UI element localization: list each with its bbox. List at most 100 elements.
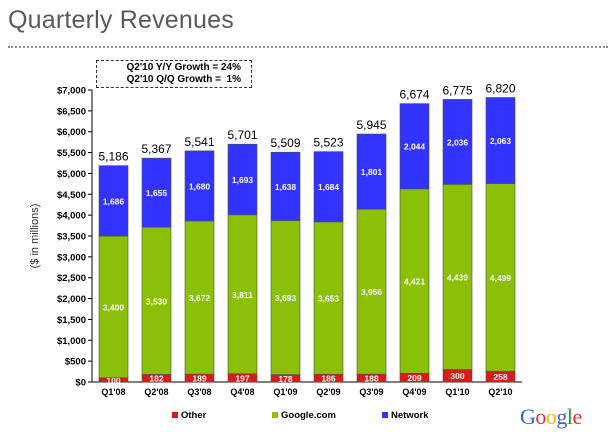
bar-segment-label: 1,684 bbox=[318, 182, 340, 192]
bar-segment-label: 4,421 bbox=[404, 277, 426, 287]
bar-total-label: 5,186 bbox=[98, 150, 128, 164]
bar-segment-network bbox=[356, 133, 387, 210]
bar-segment-label: 1,655 bbox=[146, 188, 168, 198]
bar-segment-label: 178 bbox=[278, 374, 292, 384]
bar-segment-label: 3,672 bbox=[189, 293, 211, 303]
bar-total-label: 5,367 bbox=[141, 142, 171, 156]
y-tick-label: $5,500 bbox=[57, 148, 86, 159]
bar-segment-label: 2,063 bbox=[490, 136, 512, 146]
bar-segment-google-com bbox=[98, 235, 129, 379]
legend-label: Network bbox=[391, 410, 429, 421]
y-tick-label: $1,000 bbox=[57, 336, 86, 347]
bar-segment-google-com bbox=[270, 220, 301, 375]
growth-qoq-text: Q2'10 Q/Q Growth = 1% bbox=[126, 74, 241, 85]
legend-swatch bbox=[172, 412, 178, 418]
title-divider bbox=[8, 46, 608, 48]
bar-segment-network bbox=[313, 151, 344, 223]
logo-letter: G bbox=[520, 404, 536, 429]
bar-segment-label: 3,956 bbox=[361, 287, 383, 297]
x-tick-label: Q2'08 bbox=[144, 387, 168, 397]
logo-letter: e bbox=[572, 404, 583, 429]
bar-segment-network bbox=[98, 165, 129, 237]
bar-segment-google-com bbox=[184, 220, 215, 375]
bar-total-label: 5,509 bbox=[270, 136, 300, 150]
bar-segment-google-com bbox=[313, 221, 344, 375]
y-axis-title: ($ in millions) bbox=[29, 204, 41, 269]
bar-segment-network bbox=[227, 143, 258, 216]
x-tick-label: Q1'08 bbox=[101, 387, 125, 397]
bar-segment-google-com bbox=[356, 208, 387, 375]
bar-total-label: 5,945 bbox=[356, 118, 386, 132]
y-tick-label: $500 bbox=[65, 357, 86, 368]
bar-segment-label: 209 bbox=[407, 373, 421, 383]
bar-segment-google-com bbox=[141, 226, 172, 375]
bar-segment-label: 4,439 bbox=[447, 272, 469, 282]
bar-segment-network bbox=[270, 151, 301, 221]
bar-segment-label: 188 bbox=[364, 374, 378, 384]
y-tick-label: $2,500 bbox=[57, 273, 86, 284]
bar-segment-label: 182 bbox=[149, 374, 163, 384]
x-tick-label: Q3'08 bbox=[187, 387, 211, 397]
legend-label: Other bbox=[181, 410, 207, 421]
bar-segment-network bbox=[184, 150, 215, 222]
bar-total-label: 6,820 bbox=[485, 82, 515, 96]
y-tick-label: $2,000 bbox=[57, 294, 86, 305]
y-tick-label: $0 bbox=[75, 378, 86, 389]
bar-segment-label: 3,693 bbox=[275, 293, 297, 303]
legend-swatch bbox=[382, 412, 388, 418]
x-tick-label: Q4'09 bbox=[402, 387, 426, 397]
bar-segment-label: 3,653 bbox=[318, 294, 340, 304]
growth-callout-box: Q2'10 Y/Y Growth = 24% Q2'10 Q/Q Growth … bbox=[96, 60, 252, 88]
bar-segment-label: 258 bbox=[493, 372, 507, 382]
legend-swatch bbox=[272, 412, 278, 418]
bar-segment-label: 3,400 bbox=[103, 302, 125, 312]
bar-segment-label: 1,686 bbox=[103, 196, 125, 206]
bar-segment-label: 100 bbox=[106, 375, 120, 385]
y-tick-label: $6,500 bbox=[57, 106, 86, 117]
legend-label: Google.com bbox=[281, 410, 336, 421]
y-tick-label: $7,000 bbox=[57, 86, 86, 97]
google-logo: Google bbox=[520, 404, 582, 430]
bar-segment-google-com bbox=[442, 184, 473, 370]
x-tick-label: Q4'08 bbox=[230, 387, 254, 397]
bar-segment-label: 186 bbox=[321, 374, 335, 384]
y-tick-label: $6,000 bbox=[57, 127, 86, 138]
x-tick-label: Q2'10 bbox=[488, 387, 512, 397]
x-tick-label: Q3'09 bbox=[359, 387, 383, 397]
slide-title: Quarterly Revenues bbox=[8, 6, 234, 34]
bar-total-label: 6,674 bbox=[399, 88, 429, 102]
bar-total-label: 5,541 bbox=[184, 135, 214, 149]
y-tick-label: $1,500 bbox=[57, 315, 86, 326]
y-tick-label: $3,000 bbox=[57, 252, 86, 263]
bar-segment-label: 1,638 bbox=[275, 182, 297, 192]
bar-segment-network bbox=[141, 157, 172, 228]
bar-segment-label: 2,036 bbox=[447, 137, 469, 147]
bar-segment-label: 300 bbox=[450, 371, 464, 381]
bar-total-label: 6,775 bbox=[442, 83, 472, 97]
bar-segment-network bbox=[485, 97, 516, 184]
y-tick-label: $3,500 bbox=[57, 232, 86, 243]
x-tick-label: Q2'09 bbox=[316, 387, 340, 397]
y-tick-label: $4,500 bbox=[57, 190, 86, 201]
bar-total-label: 5,523 bbox=[313, 136, 343, 150]
bar-segment-label: 197 bbox=[235, 373, 249, 383]
bar-segment-google-com bbox=[485, 183, 516, 372]
bar-segment-network bbox=[442, 99, 473, 185]
logo-letter: l bbox=[566, 404, 573, 429]
bar-segment-google-com bbox=[399, 188, 430, 374]
y-tick-label: $5,000 bbox=[57, 169, 86, 180]
bar-total-label: 5,701 bbox=[227, 128, 257, 142]
y-tick-label: $4,000 bbox=[57, 211, 86, 222]
bar-segment-label: 3,530 bbox=[146, 296, 168, 306]
bar-segment-label: 1,693 bbox=[232, 175, 254, 185]
bar-segment-network bbox=[399, 103, 430, 190]
x-tick-label: Q1'09 bbox=[273, 387, 297, 397]
logo-letter: o bbox=[545, 404, 557, 429]
bar-segment-label: 4,499 bbox=[490, 273, 512, 283]
x-tick-label: Q1'10 bbox=[445, 387, 469, 397]
bar-segment-label: 3,811 bbox=[232, 290, 253, 300]
logo-letter: o bbox=[535, 404, 546, 429]
bar-segment-google-com bbox=[227, 214, 258, 375]
growth-yoy-text: Q2'10 Y/Y Growth = 24% bbox=[126, 62, 241, 73]
